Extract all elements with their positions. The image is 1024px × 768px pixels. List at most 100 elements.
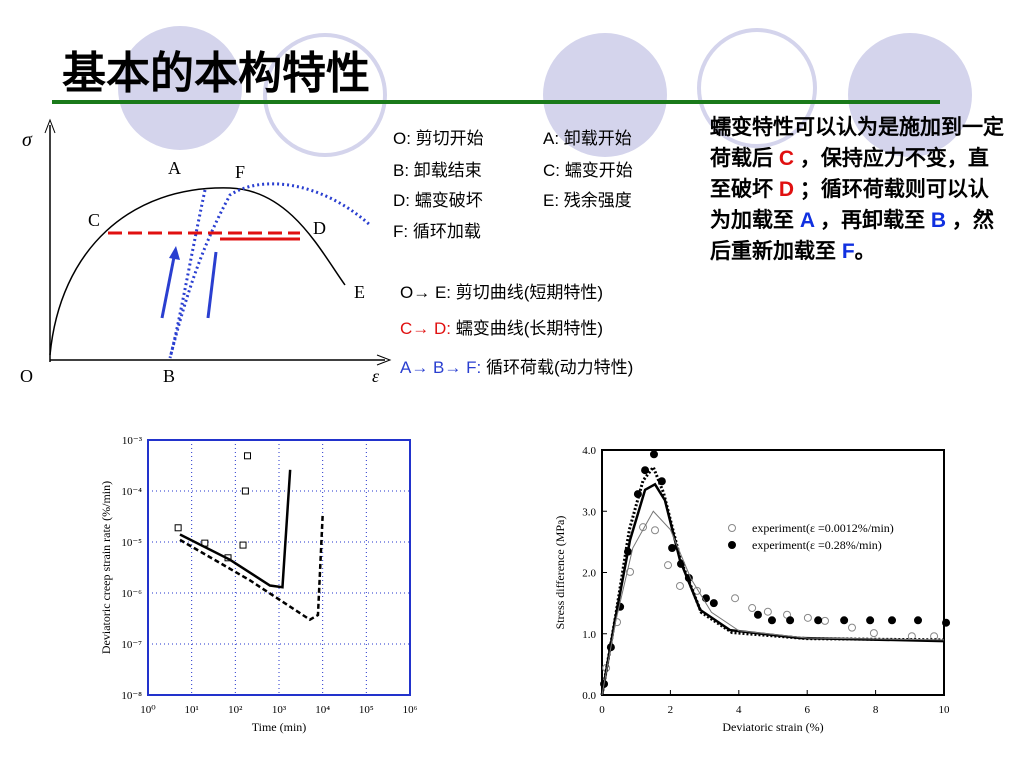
key-item: B: 卸载结束 bbox=[393, 161, 482, 180]
model-curve bbox=[179, 514, 324, 622]
y-axis-label: Deviatoric creep strain rate (%/min) bbox=[99, 481, 113, 654]
x-tick-label: 4 bbox=[736, 704, 742, 716]
data-point bbox=[664, 561, 673, 570]
data-point bbox=[848, 623, 857, 632]
y-tick-label: 0.0 bbox=[582, 690, 596, 702]
point-ref: F bbox=[841, 240, 855, 263]
y-tick-label: 2.0 bbox=[582, 568, 596, 580]
y-tick-label: 10⁻⁸ bbox=[121, 690, 142, 702]
data-point bbox=[709, 599, 718, 608]
path-from: C→ D: bbox=[400, 319, 451, 338]
y-tick-label: 3.0 bbox=[582, 506, 596, 518]
model-curve bbox=[179, 469, 292, 589]
x-tick-label: 10⁶ bbox=[403, 704, 418, 716]
x-axis-label: Time (min) bbox=[252, 720, 307, 734]
data-point bbox=[942, 618, 951, 627]
data-point bbox=[731, 594, 740, 603]
path-item: O→ E: 剪切曲线(短期特性) bbox=[400, 283, 603, 302]
point-label: C bbox=[88, 210, 100, 230]
legend-marker bbox=[728, 541, 736, 549]
point-ref: A bbox=[799, 209, 815, 232]
y-axis-label: Stress difference (MPa) bbox=[553, 516, 567, 630]
data-point bbox=[639, 523, 648, 532]
axis-label: σ bbox=[22, 129, 33, 151]
y-tick-label: 10⁻⁵ bbox=[121, 537, 142, 549]
data-point bbox=[626, 567, 635, 576]
creep-chart: 10⁰ 10¹ 10² 10³ 10⁴ 10⁵ 10⁶ 10⁻⁸ 10⁻⁷ 10⁻⁶ 10⁻⁵ 10⁻… bbox=[99, 435, 418, 734]
decoration bbox=[52, 26, 972, 157]
point-ref: D bbox=[778, 178, 795, 201]
data-point bbox=[239, 541, 247, 549]
key-item: E: 残余强度 bbox=[543, 191, 632, 210]
model-curve bbox=[600, 482, 945, 696]
key: O: 剪切开始 A: 卸载开始 B: 卸载结束 C: 蠕变开始 D: 蠕变破坏 … bbox=[393, 129, 633, 377]
point-label: B bbox=[163, 366, 175, 386]
key-item: D: 蠕变破坏 bbox=[393, 191, 483, 210]
text: ；循环荷载则可以认为加载至 bbox=[710, 178, 989, 232]
path-from: A→ B→ F: bbox=[400, 358, 481, 377]
text: ，再卸载至 bbox=[814, 209, 931, 232]
data-point bbox=[701, 594, 710, 603]
point-ref: B bbox=[930, 209, 947, 232]
text: ，保持应力不变，直至破坏 bbox=[710, 147, 989, 201]
data-point bbox=[767, 616, 776, 625]
x-tick-label: 10 bbox=[939, 704, 951, 716]
data-point bbox=[753, 610, 762, 619]
text: ，然后重新加载至 bbox=[710, 209, 994, 263]
text: 蠕变特性可以认为是施加到一定荷载后 bbox=[710, 116, 1004, 170]
data-point bbox=[914, 616, 923, 625]
key-item: A: 卸载开始 bbox=[543, 129, 632, 148]
x-tick-label: 0 bbox=[599, 704, 605, 716]
data-point bbox=[803, 613, 812, 622]
data-point bbox=[651, 526, 660, 535]
key-item: F: 循环加载 bbox=[393, 222, 481, 241]
path-text: 蠕变曲线(长期特性) bbox=[456, 319, 603, 338]
point-label: D bbox=[313, 218, 326, 238]
data-point bbox=[786, 616, 795, 625]
y-tick-label: 1.0 bbox=[582, 629, 596, 641]
data-point bbox=[244, 452, 252, 460]
y-tick-label: 4.0 bbox=[582, 445, 596, 457]
data-point bbox=[668, 544, 677, 552]
data-point bbox=[866, 616, 875, 625]
model-curve bbox=[601, 510, 945, 696]
data-point bbox=[840, 616, 849, 625]
point-ref: C bbox=[778, 147, 795, 170]
axis-label: ε bbox=[372, 366, 380, 386]
data-point bbox=[820, 616, 829, 625]
x-tick-label: 10³ bbox=[272, 704, 287, 716]
data-point bbox=[888, 616, 897, 625]
text: 。 bbox=[854, 240, 876, 263]
key-item: O: 剪切开始 bbox=[393, 129, 484, 148]
legend-marker bbox=[728, 524, 736, 532]
y-tick-label: 10⁻³ bbox=[122, 435, 143, 447]
constitutive-diagram: σ ε O A B C D E F bbox=[20, 118, 392, 386]
path-item: A→ B→ F: 循环荷载(动力特性) bbox=[400, 358, 633, 377]
x-tick-label: 8 bbox=[873, 704, 879, 716]
x-tick-label: 10⁰ bbox=[140, 704, 156, 716]
point-label: A bbox=[168, 158, 181, 178]
data-point bbox=[748, 604, 757, 613]
y-tick-label: 10⁻⁴ bbox=[121, 486, 142, 498]
y-tick-label: 10⁻⁷ bbox=[121, 639, 142, 651]
path-item: C→ D: 蠕变曲线(长期特性) bbox=[400, 319, 603, 338]
data-point bbox=[814, 616, 823, 625]
path-text: 剪切曲线(短期特性) bbox=[456, 283, 603, 302]
stress-chart: 0 2 4 6 8 10 0.0 1.0 2.0 3.0 4.0 Deviatoric strain … bbox=[553, 445, 951, 734]
data-point bbox=[675, 581, 684, 590]
x-tick-label: 10² bbox=[228, 704, 243, 716]
data-point bbox=[641, 466, 650, 475]
data-point bbox=[174, 524, 182, 532]
legend-label: experiment(ε =0.0012%/min) bbox=[752, 521, 894, 535]
data-point bbox=[241, 487, 249, 495]
legend-label: experiment(ε =0.28%/min) bbox=[752, 538, 882, 552]
data-point bbox=[649, 450, 658, 459]
plot-frame bbox=[601, 449, 945, 696]
x-tick-label: 10⁵ bbox=[359, 704, 374, 716]
y-tick-label: 10⁻⁶ bbox=[121, 588, 142, 600]
key-item: C: 蠕变开始 bbox=[543, 161, 633, 180]
x-axis-label: Deviatoric strain (%) bbox=[722, 720, 823, 734]
point-label: O bbox=[20, 366, 33, 386]
model-curve bbox=[600, 464, 945, 696]
data-point bbox=[869, 629, 878, 638]
